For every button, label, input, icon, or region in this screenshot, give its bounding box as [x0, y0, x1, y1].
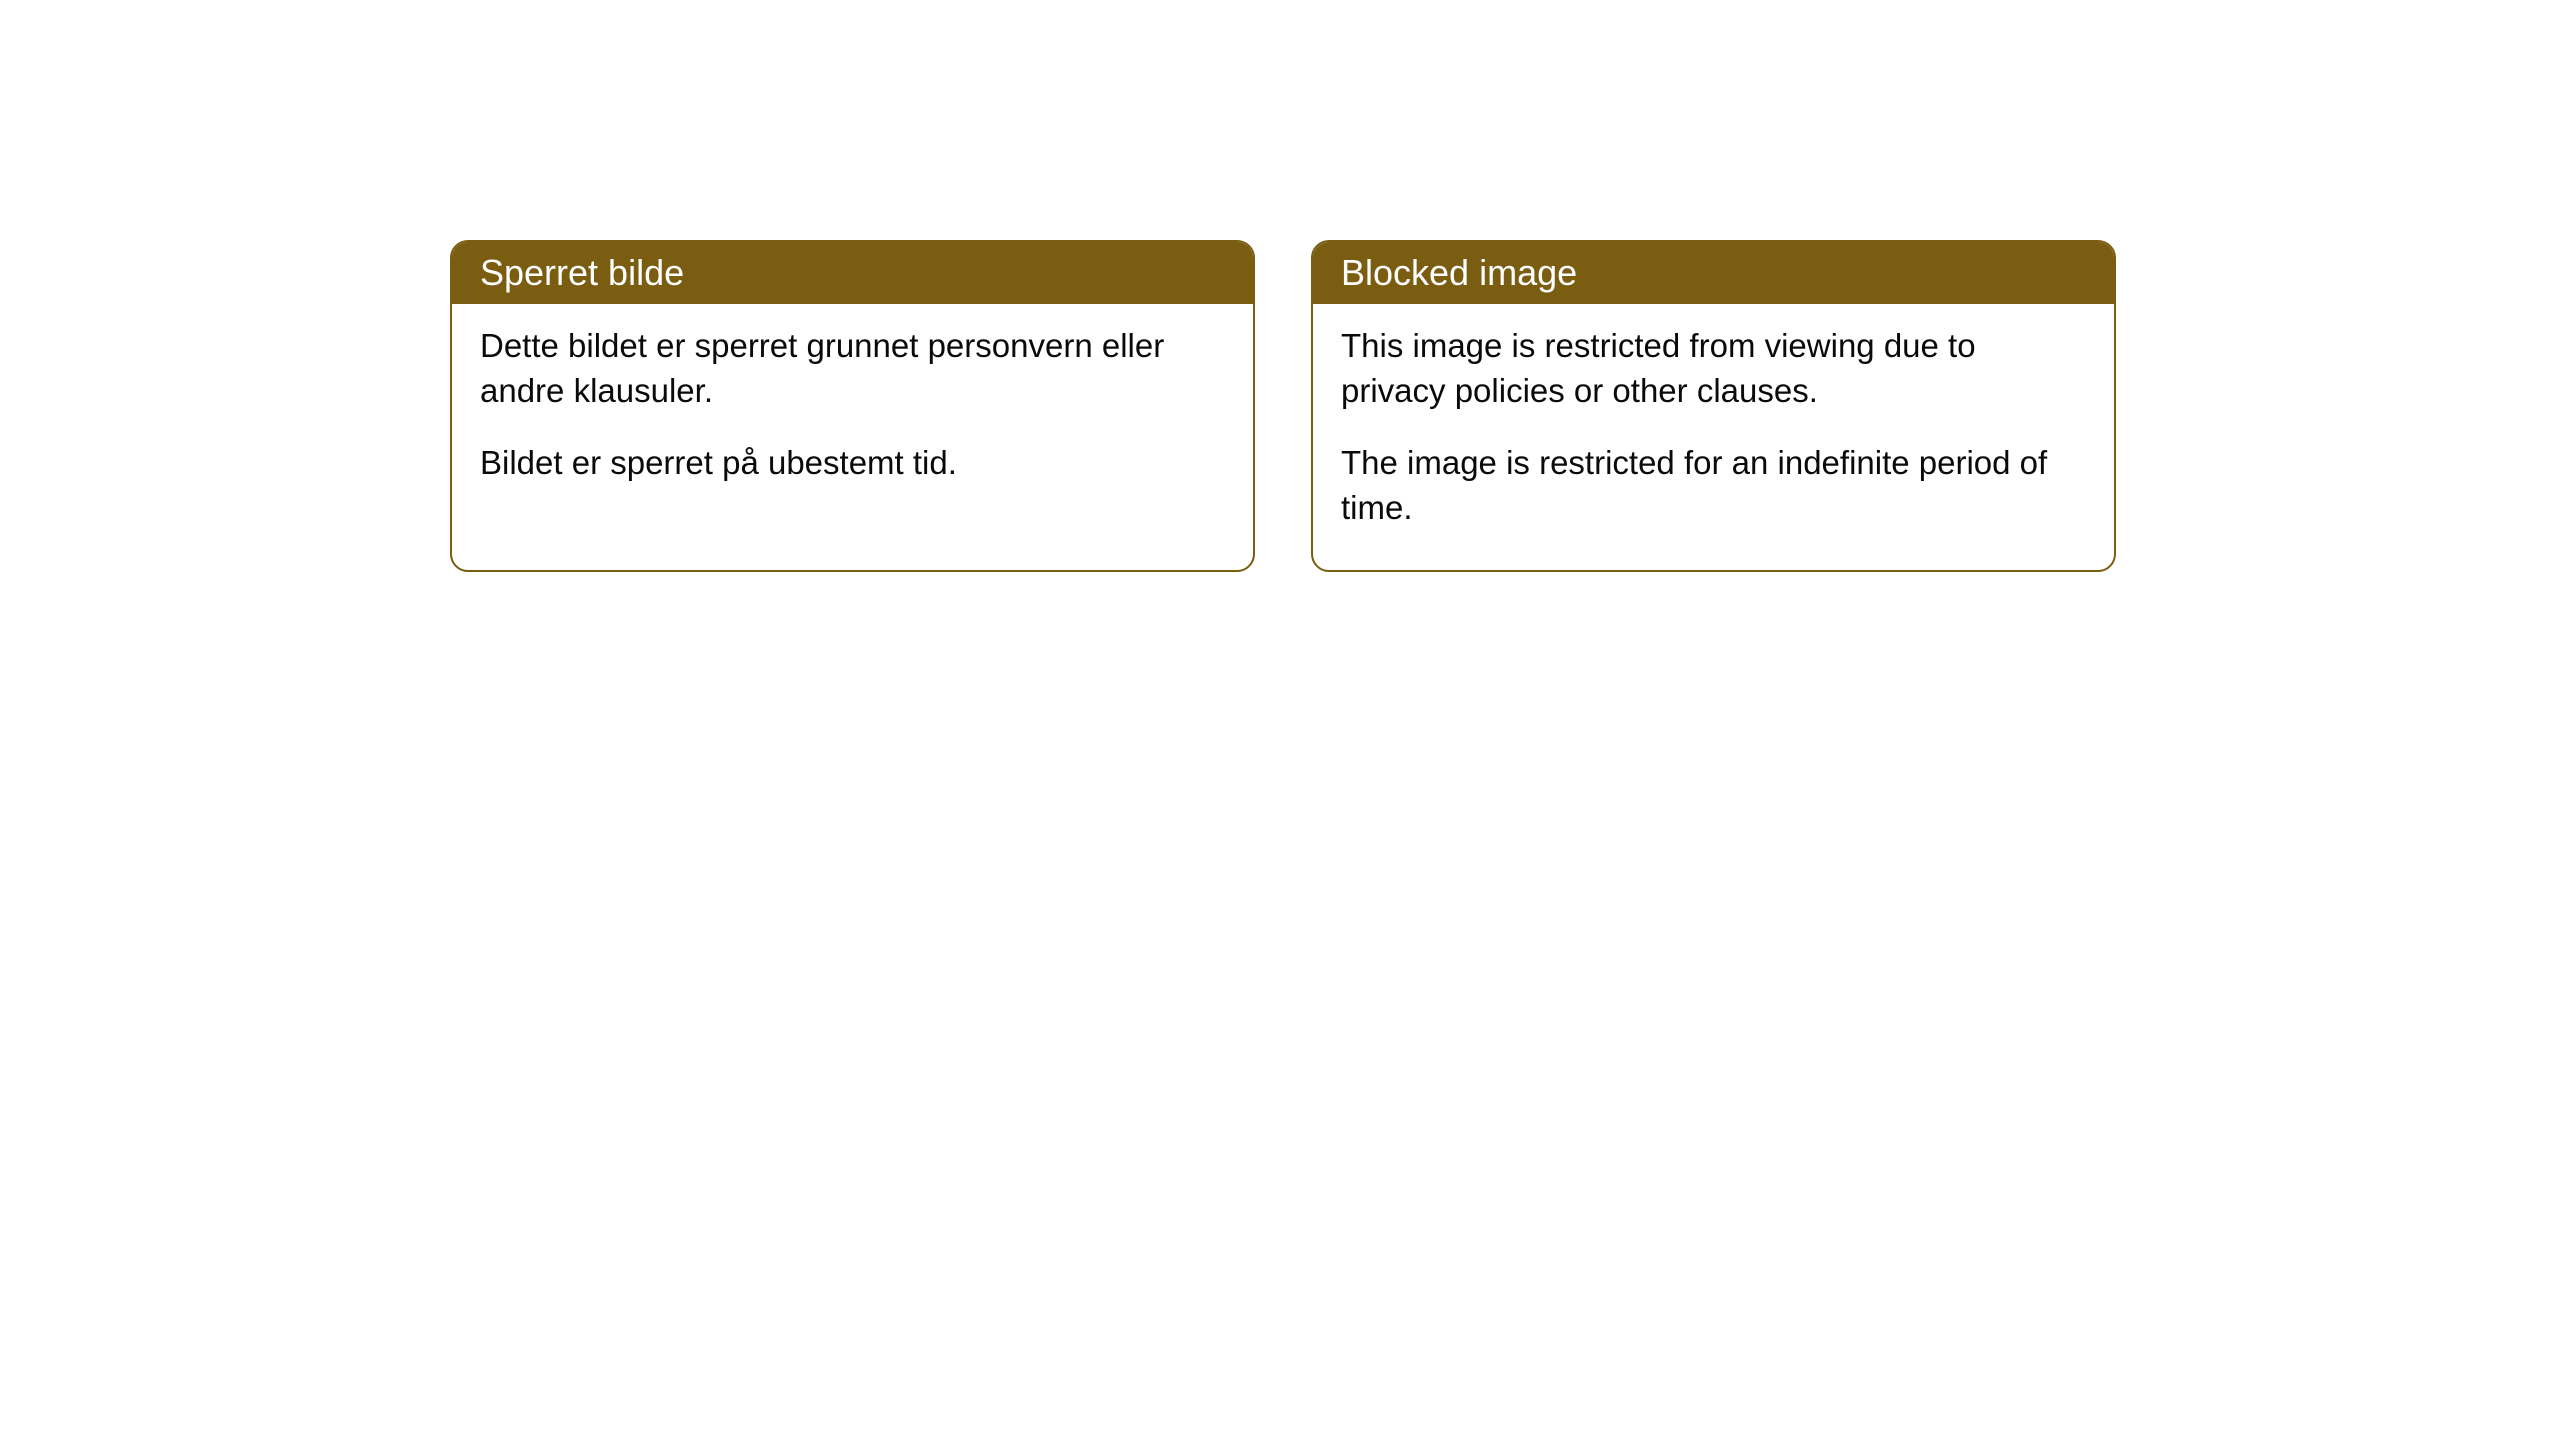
blocked-image-card-english: Blocked image This image is restricted f… — [1311, 240, 2116, 572]
card-body: This image is restricted from viewing du… — [1313, 304, 2114, 570]
card-body: Dette bildet er sperret grunnet personve… — [452, 304, 1253, 526]
card-paragraph: This image is restricted from viewing du… — [1341, 324, 2086, 413]
card-header: Sperret bilde — [452, 242, 1253, 304]
card-header: Blocked image — [1313, 242, 2114, 304]
notice-cards-container: Sperret bilde Dette bildet er sperret gr… — [450, 240, 2116, 572]
blocked-image-card-norwegian: Sperret bilde Dette bildet er sperret gr… — [450, 240, 1255, 572]
card-paragraph: Bildet er sperret på ubestemt tid. — [480, 441, 1225, 486]
card-paragraph: Dette bildet er sperret grunnet personve… — [480, 324, 1225, 413]
card-title: Sperret bilde — [480, 252, 684, 293]
card-title: Blocked image — [1341, 252, 1577, 293]
card-paragraph: The image is restricted for an indefinit… — [1341, 441, 2086, 530]
